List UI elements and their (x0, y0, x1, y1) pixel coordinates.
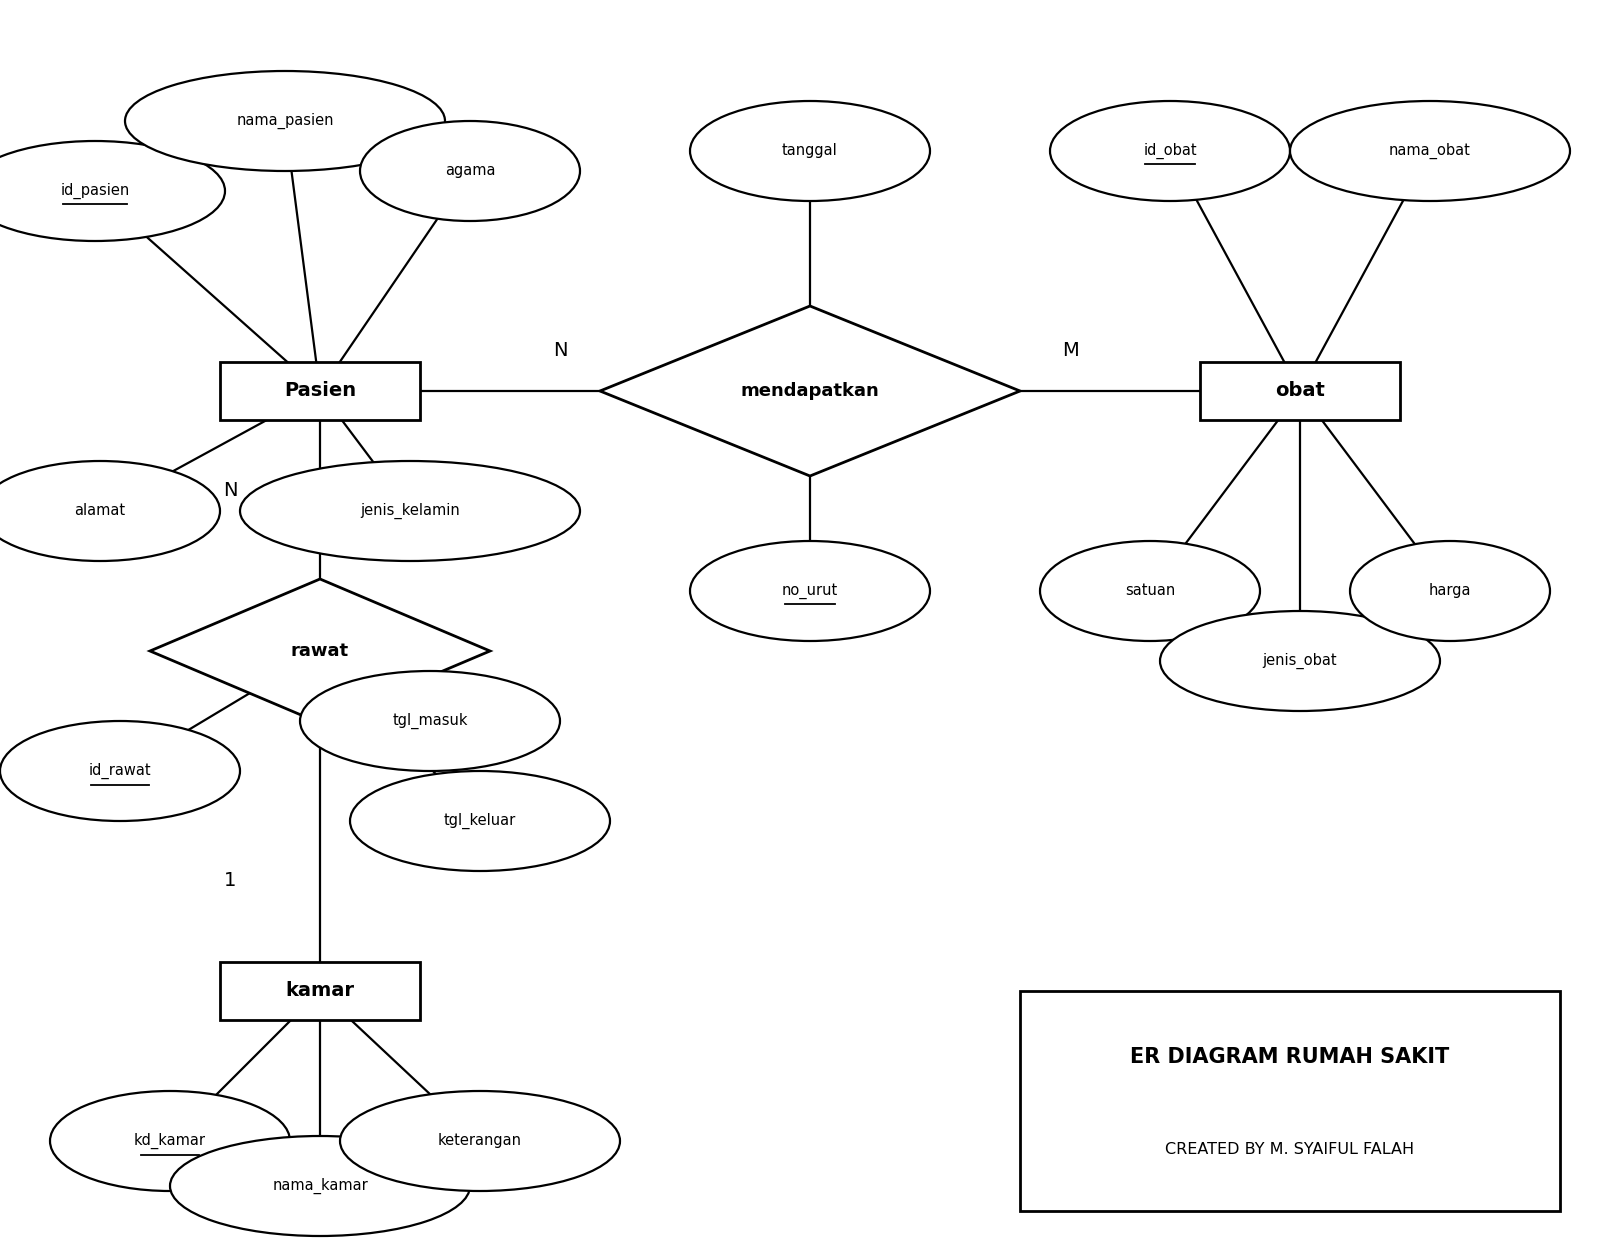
Polygon shape (150, 579, 490, 723)
Text: keterangan: keterangan (438, 1133, 522, 1148)
Ellipse shape (360, 121, 579, 221)
Ellipse shape (1350, 540, 1550, 641)
Ellipse shape (0, 141, 226, 241)
Text: CREATED BY M. SYAIFUL FALAH: CREATED BY M. SYAIFUL FALAH (1165, 1142, 1414, 1157)
Text: harga: harga (1429, 583, 1472, 598)
Text: obat: obat (1275, 382, 1325, 400)
Text: satuan: satuan (1125, 583, 1174, 598)
Text: rawat: rawat (291, 642, 349, 661)
Ellipse shape (1160, 610, 1440, 711)
Text: no_urut: no_urut (782, 583, 838, 599)
Text: tanggal: tanggal (782, 144, 838, 159)
Text: jenis_obat: jenis_obat (1262, 653, 1338, 669)
FancyBboxPatch shape (1021, 991, 1560, 1211)
Text: jenis_kelamin: jenis_kelamin (360, 503, 459, 519)
Text: N: N (222, 482, 237, 500)
Ellipse shape (350, 771, 610, 871)
Text: id_obat: id_obat (1142, 143, 1197, 159)
Ellipse shape (690, 101, 930, 201)
Text: Pasien: Pasien (283, 382, 357, 400)
Ellipse shape (301, 671, 560, 771)
Text: kd_kamar: kd_kamar (134, 1133, 206, 1150)
Text: nama_kamar: nama_kamar (272, 1178, 368, 1195)
Text: M: M (1062, 342, 1078, 360)
Text: nama_pasien: nama_pasien (237, 113, 334, 129)
Polygon shape (600, 306, 1021, 475)
Text: nama_obat: nama_obat (1389, 143, 1470, 159)
Ellipse shape (50, 1091, 290, 1191)
Text: ER DIAGRAM RUMAH SAKIT: ER DIAGRAM RUMAH SAKIT (1130, 1047, 1450, 1067)
Text: id_pasien: id_pasien (61, 183, 130, 199)
Text: kamar: kamar (285, 982, 355, 1001)
Ellipse shape (0, 462, 221, 560)
Ellipse shape (339, 1091, 621, 1191)
Text: 1: 1 (224, 872, 237, 891)
Ellipse shape (690, 540, 930, 641)
Text: id_rawat: id_rawat (88, 763, 152, 779)
Text: tgl_keluar: tgl_keluar (443, 813, 517, 829)
FancyBboxPatch shape (221, 362, 419, 420)
Text: N: N (552, 342, 568, 360)
Text: alamat: alamat (75, 503, 125, 518)
Text: mendapatkan: mendapatkan (741, 382, 880, 400)
Ellipse shape (1040, 540, 1261, 641)
Text: tgl_masuk: tgl_masuk (392, 713, 467, 729)
Text: agama: agama (445, 164, 496, 179)
Ellipse shape (170, 1136, 470, 1236)
FancyBboxPatch shape (1200, 362, 1400, 420)
Ellipse shape (125, 71, 445, 171)
Ellipse shape (1050, 101, 1290, 201)
Ellipse shape (240, 462, 579, 560)
Ellipse shape (0, 721, 240, 821)
FancyBboxPatch shape (221, 962, 419, 1020)
Ellipse shape (1290, 101, 1570, 201)
